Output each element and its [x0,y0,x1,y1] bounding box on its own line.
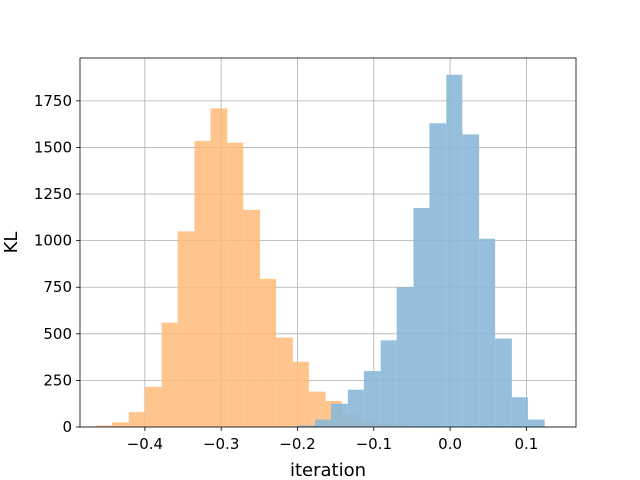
histogram-bar-series-1 [161,322,178,427]
histogram-bar-series-1 [194,140,211,427]
histogram-bar-series-1 [210,108,228,428]
histogram-bar-series-2 [347,389,364,427]
histogram-bar-series-1 [128,412,145,427]
plot-frame [79,57,577,428]
x-tick-label: −0.3 [203,435,239,453]
histogram-bar-series-1 [96,425,113,427]
histogram-bar-series-1 [227,142,244,427]
histogram-bar-series-2 [380,340,397,427]
histogram-bar-series-2 [315,419,332,427]
histogram-bar-series-1 [243,209,261,427]
x-tick-label: 0.1 [514,435,538,453]
x-axis-label: iteration [290,460,366,480]
y-axis-label: KL [1,232,22,254]
y-tick-label: 1500 [34,138,72,156]
y-tick-label: 1250 [34,185,72,203]
histogram-bar-series-1 [144,386,162,427]
y-tick-label: 0 [62,418,72,436]
histogram-bar-series-2 [298,425,316,427]
histogram-bar-series-2 [429,123,447,428]
histogram-bar-series-2 [446,74,463,427]
histogram-bar-series-2 [413,208,430,427]
x-tick-label: −0.4 [127,435,163,453]
y-tick-label: 250 [43,371,72,389]
histogram-bar-series-2 [511,397,528,427]
histogram-bar-series-2 [396,287,414,427]
x-tick-label: −0.1 [356,435,392,453]
x-tick-label: −0.2 [279,435,315,453]
y-tick-label: 500 [43,325,72,343]
histogram-bar-series-1 [276,337,293,427]
histogram-bar-series-1 [260,278,277,427]
y-tick-label: 1000 [34,232,72,250]
y-tick-label: 750 [43,278,72,296]
histogram-bar-series-2 [331,403,348,427]
histogram-bar-series-2 [363,371,381,427]
histogram-bar-series-1 [177,231,195,427]
histogram-bar-series-2 [495,338,512,427]
histogram-bar-series-2 [462,134,480,427]
x-tick-label: 0.0 [438,435,462,453]
histogram-bar-series-2 [479,238,496,427]
histogram-bar-series-1 [292,361,309,427]
histogram-bar-series-2 [527,419,545,427]
histogram-bar-series-1 [308,391,326,427]
histogram-bar-series-1 [112,422,129,427]
histogram-bars [96,74,545,428]
y-tick-label: 1750 [34,92,72,110]
axis-ticks: −0.4 −0.3 −0.2 −0.1 0.0 0.1 0 250 500 750 1000 1250… [34,92,539,453]
